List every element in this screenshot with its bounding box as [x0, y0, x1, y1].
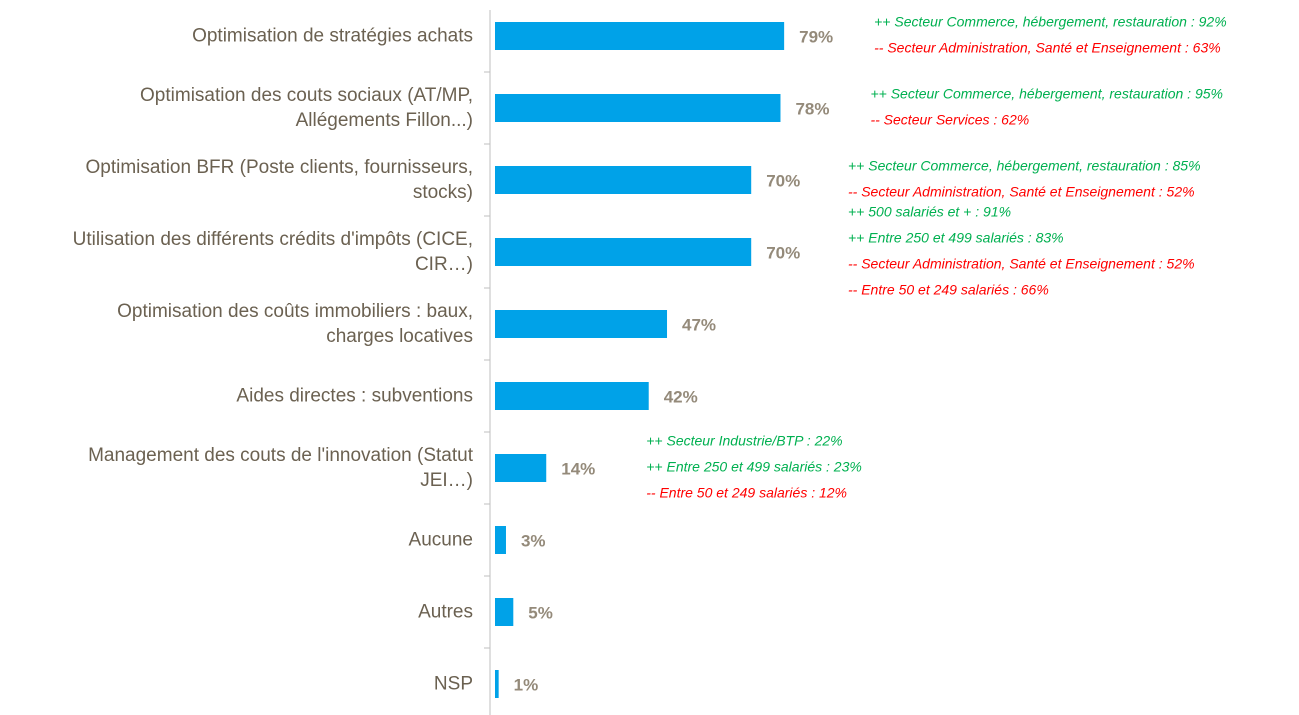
bar — [495, 94, 781, 122]
annotation: ++ Secteur Commerce, hébergement, restau… — [870, 86, 1223, 102]
annotation: -- Entre 50 et 249 salariés : 12% — [646, 485, 847, 501]
bar — [495, 166, 752, 194]
category-label: Optimisation BFR (Poste clients, fournis… — [85, 157, 473, 203]
category-label: Management des couts de l'innovation (St… — [88, 445, 473, 491]
category-label: Optimisation de stratégies achats — [192, 25, 473, 47]
annotation: -- Secteur Administration, Santé et Ense… — [848, 184, 1195, 200]
bar — [495, 310, 668, 338]
value-label: 1% — [514, 675, 539, 694]
bar — [495, 382, 649, 410]
bar — [495, 454, 547, 482]
annotation: ++ Secteur Commerce, hébergement, restau… — [874, 14, 1227, 30]
annotation: ++ Entre 250 et 499 salariés : 83% — [848, 230, 1064, 246]
category-label: Utilisation des différents crédits d'imp… — [72, 229, 473, 275]
value-label: 70% — [766, 171, 800, 190]
annotation: ++ 500 salariés et + : 91% — [848, 204, 1011, 220]
category-label: Autres — [418, 601, 473, 623]
bar — [495, 670, 499, 698]
value-label: 70% — [766, 243, 800, 262]
category-label: Optimisation des coûts immobiliers : bau… — [117, 301, 473, 347]
bar — [495, 598, 514, 626]
bar — [495, 238, 752, 266]
value-label: 42% — [664, 387, 698, 406]
bar — [495, 22, 785, 50]
category-label: Aides directes : subventions — [236, 385, 473, 407]
annotation: -- Secteur Administration, Santé et Ense… — [848, 256, 1195, 272]
value-label: 79% — [799, 27, 833, 46]
category-label: Aucune — [408, 529, 473, 551]
annotation: -- Secteur Services : 62% — [870, 112, 1029, 128]
category-label: Optimisation des couts sociaux (AT/MP, A… — [140, 85, 473, 131]
value-label: 78% — [795, 99, 829, 118]
annotation: -- Secteur Administration, Santé et Ense… — [874, 40, 1221, 56]
annotation: -- Entre 50 et 249 salariés : 66% — [848, 282, 1049, 298]
bar — [495, 526, 506, 554]
annotation: ++ Entre 250 et 499 salariés : 23% — [646, 459, 862, 475]
value-label: 3% — [521, 531, 546, 550]
annotation: ++ Secteur Commerce, hébergement, restau… — [848, 158, 1201, 174]
value-label: 5% — [528, 603, 553, 622]
category-label: NSP — [433, 673, 473, 695]
value-label: 14% — [561, 459, 595, 478]
value-label: 47% — [682, 315, 716, 334]
annotation: ++ Secteur Industrie/BTP : 22% — [646, 433, 842, 449]
